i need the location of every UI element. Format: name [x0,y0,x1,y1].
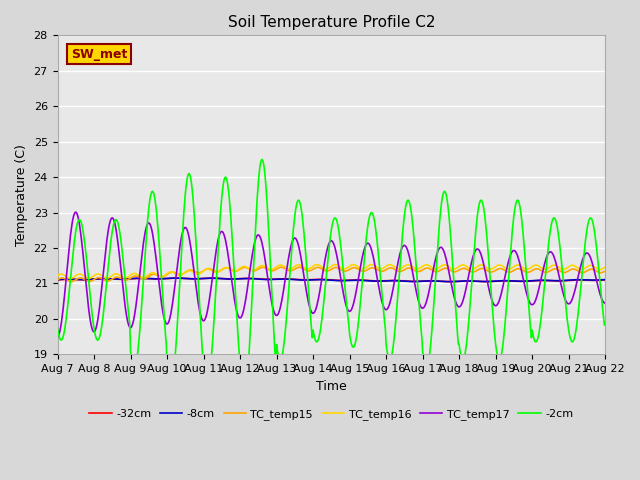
-2cm [175,288,183,294]
TC_temp16 [63,275,71,280]
-8cm [176,276,184,281]
TC_temp17 [120,298,128,304]
-8cm [600,277,608,283]
-32cm [205,276,212,281]
-2cm [259,156,266,162]
Line: TC_temp16: TC_temp16 [58,264,604,278]
-32cm [446,279,454,285]
TC_temp16 [176,273,184,278]
TC_temp17 [414,296,422,302]
-2cm [204,379,212,384]
TC_temp15 [399,268,406,274]
TC_temp17 [176,243,184,249]
TC_temp15 [54,277,61,283]
Line: -8cm: -8cm [58,278,604,282]
TC_temp16 [600,264,608,270]
-2cm [600,322,608,328]
TC_temp16 [399,264,406,270]
-2cm [120,263,127,269]
TC_temp15 [205,266,212,272]
Line: -32cm: -32cm [58,278,604,282]
TC_temp15 [176,272,184,277]
TC_temp15 [277,264,285,270]
-8cm [445,279,453,285]
-8cm [205,276,212,281]
TC_temp16 [67,276,74,281]
-32cm [176,276,184,281]
-8cm [120,276,127,282]
-32cm [398,278,406,284]
Line: -2cm: -2cm [58,159,604,400]
-32cm [120,276,127,282]
-8cm [63,276,71,282]
-32cm [54,277,61,283]
-8cm [54,276,61,282]
TC_temp17 [63,262,71,268]
Line: TC_temp15: TC_temp15 [58,267,604,281]
-8cm [172,275,179,281]
TC_temp16 [205,266,212,272]
TC_temp16 [54,273,61,278]
Text: SW_met: SW_met [71,48,127,60]
-32cm [63,276,71,282]
-32cm [172,275,180,281]
TC_temp17 [205,300,212,306]
TC_temp16 [120,275,128,281]
Y-axis label: Temperature (C): Temperature (C) [15,144,28,246]
-2cm [399,227,406,233]
-8cm [414,278,422,284]
TC_temp17 [72,209,79,215]
Legend: -32cm, -8cm, TC_temp15, TC_temp16, TC_temp17, -2cm: -32cm, -8cm, TC_temp15, TC_temp16, TC_te… [85,405,578,424]
X-axis label: Time: Time [316,380,347,393]
TC_temp15 [600,269,608,275]
-2cm [240,397,248,403]
TC_temp15 [120,277,128,283]
-2cm [63,306,71,312]
-2cm [54,326,61,332]
Line: TC_temp17: TC_temp17 [58,212,604,336]
TC_temp17 [54,334,61,339]
TC_temp15 [63,277,71,283]
TC_temp15 [67,278,75,284]
Title: Soil Temperature Profile C2: Soil Temperature Profile C2 [228,15,435,30]
-2cm [415,300,422,305]
-32cm [414,278,422,284]
TC_temp16 [415,266,422,272]
TC_temp16 [349,262,357,267]
-32cm [600,277,608,283]
-8cm [398,278,406,284]
TC_temp17 [398,245,406,251]
TC_temp15 [415,269,422,275]
TC_temp17 [600,300,608,306]
